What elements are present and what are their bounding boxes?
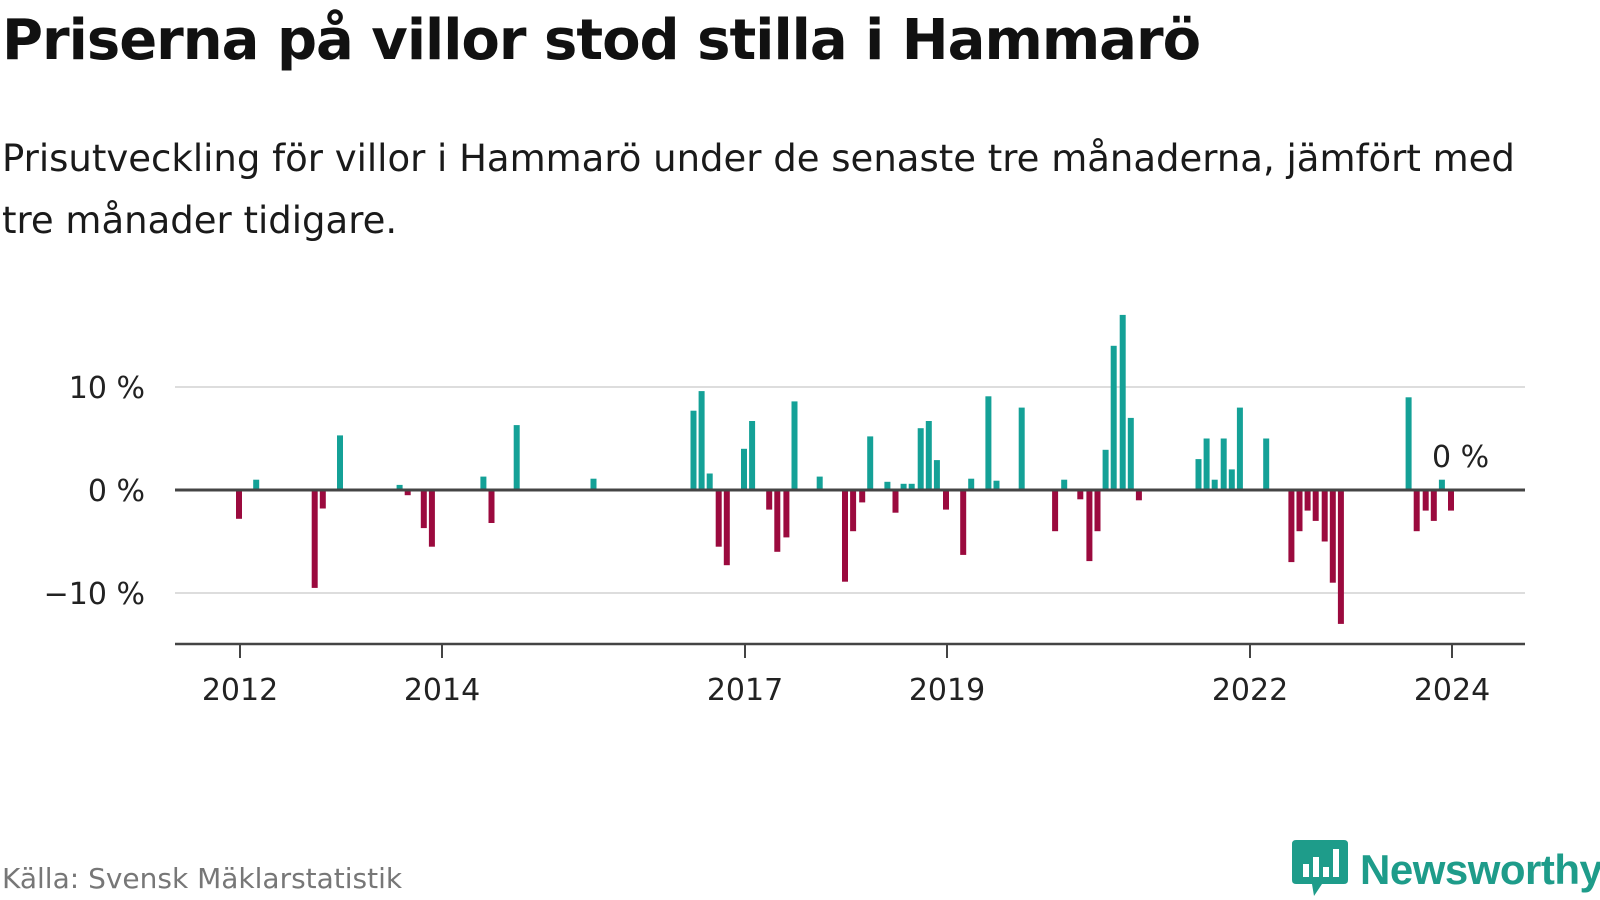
bar-chart-logo-icon — [1292, 840, 1348, 896]
bar — [428, 490, 435, 547]
bar — [1195, 459, 1202, 490]
bar — [404, 490, 411, 496]
bar — [1236, 407, 1243, 490]
y-tick-label: 10 % — [69, 371, 145, 406]
bar — [1211, 479, 1218, 490]
bar — [311, 490, 318, 588]
bar — [1329, 490, 1336, 583]
bar — [590, 478, 597, 490]
source-note: Källa: Svensk Mäklarstatistik — [2, 862, 403, 895]
bar — [1203, 438, 1210, 490]
bar — [766, 490, 773, 510]
bar — [1430, 490, 1437, 521]
x-tick-label: 2022 — [1212, 673, 1288, 708]
bar — [900, 483, 907, 490]
chart-subtitle: Prisutveckling för villor i Hammarö unde… — [2, 137, 1515, 242]
bar — [513, 425, 520, 490]
bar-chart: 10 % 0 % −10 % 2012 2014 2017 2019 2022 2024 0 % — [44, 314, 1525, 708]
bar — [1288, 490, 1295, 563]
bar — [933, 460, 940, 490]
bar — [859, 490, 866, 503]
y-tick-label: 0 % — [88, 474, 145, 509]
bar — [791, 401, 798, 490]
bar — [1052, 490, 1059, 532]
bar — [236, 490, 242, 519]
bar — [698, 391, 705, 490]
bar — [1061, 479, 1068, 490]
gridlines — [175, 386, 1525, 594]
bar — [749, 421, 756, 490]
bar — [985, 396, 992, 490]
bar — [337, 435, 343, 490]
bar — [1127, 417, 1134, 490]
bar — [816, 476, 823, 490]
bar — [1413, 490, 1420, 532]
bar — [1228, 469, 1235, 490]
bar — [1405, 397, 1412, 490]
bar — [867, 436, 874, 490]
x-tick-label: 2019 — [909, 673, 985, 708]
bar — [1220, 438, 1227, 490]
bar — [396, 484, 403, 491]
bar — [690, 410, 697, 490]
bar — [960, 490, 967, 555]
bar — [1077, 490, 1084, 500]
bar — [1438, 479, 1445, 490]
bar — [1102, 449, 1109, 490]
bar — [993, 480, 1000, 490]
bar — [420, 490, 427, 529]
y-tick-label: −10 % — [44, 577, 145, 612]
bar — [715, 490, 722, 547]
bar — [1422, 490, 1429, 511]
bar — [842, 490, 848, 582]
bar — [1119, 314, 1126, 490]
bar — [1448, 490, 1454, 511]
bar — [1296, 490, 1303, 532]
bar — [1263, 438, 1270, 490]
bar — [1304, 490, 1311, 511]
x-tick-label: 2024 — [1414, 673, 1490, 708]
x-tick-label: 2012 — [202, 673, 278, 708]
bar — [925, 421, 932, 490]
bar — [741, 448, 747, 490]
bar — [1110, 345, 1117, 490]
bar — [774, 490, 781, 552]
bar — [1094, 490, 1101, 532]
latest-value-annotation: 0 % — [1432, 440, 1489, 475]
bar — [1312, 490, 1319, 521]
brand-name: Newsworthy — [1360, 846, 1600, 893]
bar — [917, 428, 924, 490]
chart-title: Priserna på villor stod stilla i Hammarö — [2, 8, 1201, 73]
bar — [783, 490, 790, 538]
brand-logo: Newsworthy — [1292, 840, 1600, 900]
bar — [1018, 407, 1025, 490]
x-tick-label: 2014 — [404, 673, 480, 708]
bar — [1337, 490, 1344, 624]
bar — [488, 490, 495, 523]
bar — [892, 490, 899, 513]
bar — [319, 490, 326, 509]
bars — [236, 314, 1454, 624]
bar — [908, 483, 915, 490]
bar — [850, 490, 857, 532]
bar — [253, 479, 260, 490]
axes — [175, 488, 1525, 658]
bar — [968, 478, 975, 490]
tick-labels: 10 % 0 % −10 % 2012 2014 2017 2019 2022 2024 0 % — [44, 371, 1491, 708]
bar — [706, 473, 713, 490]
bar — [1086, 490, 1093, 562]
bar — [943, 490, 949, 510]
bar — [884, 481, 891, 490]
bar — [723, 490, 730, 566]
x-tick-label: 2017 — [707, 673, 783, 708]
bar — [1321, 490, 1328, 542]
bar — [1135, 490, 1142, 501]
bar — [480, 476, 487, 490]
